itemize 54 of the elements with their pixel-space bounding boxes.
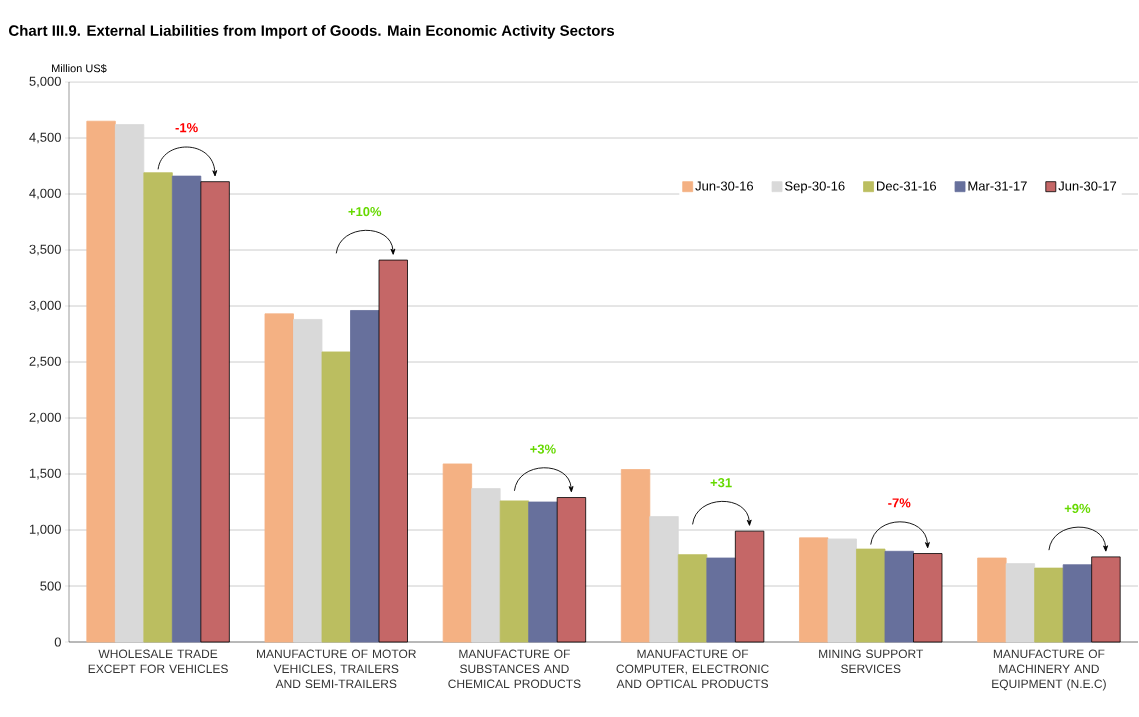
bar [499, 500, 530, 643]
legend-label: Dec-31-16 [877, 181, 937, 191]
bar [86, 120, 116, 643]
bar [471, 488, 501, 643]
bar [706, 557, 736, 643]
y-axis-title: Million US$ [52, 63, 107, 73]
x-tick-label: WHOLESALE TRADE EXCEPT FOR VEHICLES [88, 649, 228, 674]
y-tick-label: 2,500 [29, 356, 61, 368]
x-tick-label: MANUFACTURE OF MACHINERY AND EQUIPMENT (N.E.C) [992, 649, 1106, 691]
bar [677, 554, 708, 643]
annotation: +3% [530, 444, 556, 454]
annotation: +31 [710, 478, 732, 488]
y-tick-label: 1,500 [29, 468, 61, 480]
bar [114, 124, 145, 643]
bar [350, 310, 380, 643]
legend-label: Jun-30-16 [695, 181, 754, 191]
bar [827, 538, 857, 643]
y-tick-label: 2,000 [29, 412, 61, 424]
chart-title: Chart III.9. External Liabilities from Import of Goods. Main Economic Activity Sectors [9, 24, 615, 39]
bar [799, 537, 829, 643]
annotation: +9% [1064, 503, 1091, 514]
bar [293, 319, 323, 643]
bar [1034, 567, 1064, 643]
bar [1005, 563, 1036, 643]
x-tick-label: MANUFACTURE OF SUBSTANCES AND CHEMICAL PRODUCTS [448, 649, 581, 689]
y-tick-label: 4,500 [29, 132, 61, 144]
y-tick-label: 500 [40, 581, 61, 591]
bar [884, 550, 914, 643]
y-tick-label: 4,000 [29, 188, 61, 200]
bar [143, 172, 173, 643]
x-tick-label: MINING SUPPORT SERVICES [819, 649, 924, 674]
y-tick-label: 1,000 [29, 524, 61, 536]
bar [649, 516, 679, 643]
bar [321, 351, 351, 643]
y-tick-label: 3,000 [29, 300, 61, 312]
annotation: -1% [175, 123, 198, 133]
annotation: -7% [888, 498, 911, 508]
bar [977, 557, 1007, 643]
bar [442, 463, 473, 643]
bar [856, 548, 886, 643]
bar [528, 501, 558, 643]
y-tick-label: 0 [54, 637, 61, 647]
legend-label: Mar-31-17 [968, 181, 1027, 191]
y-tick-label: 5,000 [29, 76, 61, 88]
bar [620, 469, 651, 643]
bar [171, 175, 202, 643]
annotation: +10% [348, 207, 382, 217]
legend-label: Jun-30-17 [1058, 181, 1117, 191]
y-tick-label: 3,500 [29, 244, 61, 256]
legend-label: Sep-30-16 [785, 181, 845, 194]
bar [1062, 564, 1093, 643]
bar [264, 313, 294, 643]
x-tick-label: MANUFACTURE OF MOTOR VEHICLES, TRAILERS AND SEMI-TRAILERS [257, 649, 416, 689]
x-tick-label: MANUFACTURE OF COMPUTER, ELECTRONIC AND OPTICAL PRODUCTS [616, 649, 769, 689]
